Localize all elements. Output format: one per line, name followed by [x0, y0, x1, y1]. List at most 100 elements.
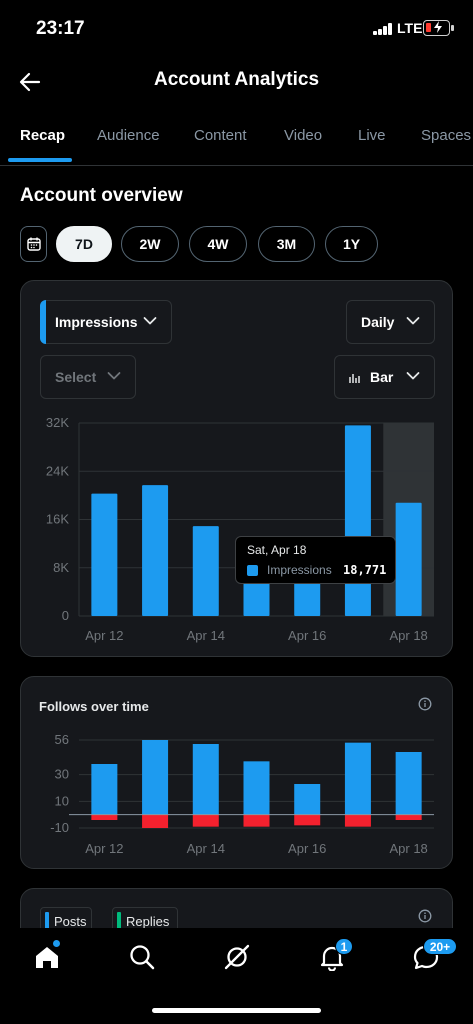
legend-posts-label: Posts	[54, 913, 87, 929]
compare-dropdown[interactable]: Select	[40, 355, 136, 399]
x-tick-label: Apr 14	[187, 628, 225, 643]
active-tab-indicator	[8, 158, 72, 162]
interval-dropdown[interactable]: Daily	[346, 300, 435, 344]
app-header: Account Analytics	[0, 56, 473, 108]
bar-follows-gained	[395, 752, 422, 815]
info-icon[interactable]	[418, 697, 432, 711]
calendar-button[interactable]	[20, 226, 47, 262]
bar-follows-lost	[395, 814, 422, 820]
page-title: Account Analytics	[153, 69, 320, 90]
y-tick-label: 16K	[46, 512, 69, 527]
bar-impressions	[344, 425, 371, 616]
y-tick-label: 32K	[46, 415, 69, 430]
range-4w[interactable]: 4W	[189, 226, 247, 262]
tooltip-swatch	[247, 565, 258, 576]
grok-icon	[224, 944, 250, 970]
chevron-down-icon	[143, 317, 157, 325]
nav-search[interactable]	[125, 940, 159, 974]
nav-grok[interactable]	[220, 940, 254, 974]
range-2w[interactable]: 2W	[121, 226, 179, 262]
y-tick-label: -10	[50, 820, 69, 835]
tooltip-value: 18,771	[343, 563, 387, 577]
back-button[interactable]	[14, 66, 46, 98]
section-title: Account overview	[20, 185, 183, 206]
tooltip-date: Sat, Apr 18	[247, 543, 307, 557]
x-tick-label: Apr 12	[85, 628, 123, 643]
bar-impressions	[91, 493, 118, 616]
bar-follows-gained	[91, 764, 118, 815]
impressions-chart: 0 8K 16K 24K 32K Apr 12 Apr 14 Apr 16 Apr 18	[46, 415, 434, 643]
x-tick-label: Apr 16	[288, 841, 326, 856]
range-3m[interactable]: 3M	[258, 226, 315, 262]
bar-follows-lost	[192, 814, 219, 827]
chevron-down-icon	[107, 372, 121, 380]
impressions-card: Impressions Daily Select Bar 0 8K 16K 24K 32…	[20, 280, 453, 657]
legend-replies-label: Replies	[126, 913, 170, 929]
bar-follows-gained	[192, 744, 219, 815]
bar-follows-lost	[91, 814, 118, 820]
x-tick-label: Apr 14	[187, 841, 225, 856]
compare-dropdown-label: Select	[55, 369, 97, 385]
status-time: 23:17	[36, 18, 85, 39]
chart-type-dropdown[interactable]: Bar	[334, 355, 435, 399]
follows-card: Follows over time -10 10 30 56 Apr 12 Apr 14 A…	[20, 676, 453, 869]
metric-color-indicator	[40, 300, 46, 344]
posts-color-indicator	[45, 912, 49, 930]
bottom-nav: 1 20+	[0, 928, 473, 1024]
y-tick-label: 24K	[46, 463, 69, 478]
interval-dropdown-label: Daily	[361, 314, 395, 330]
y-tick-label: 10	[55, 793, 69, 808]
messages-icon	[413, 945, 439, 970]
chart-type-label: Bar	[370, 369, 394, 385]
analytics-tabs: Recap Audience Content Video Live Spaces	[0, 116, 473, 166]
y-tick-label: 56	[55, 732, 69, 747]
bar-follows-gained	[344, 742, 371, 815]
calendar-icon	[26, 237, 41, 251]
home-icon	[36, 947, 58, 968]
follows-chart: -10 10 30 56 Apr 12 Apr 14 Apr 16 Apr 18	[50, 732, 434, 856]
tab-audience[interactable]: Audience	[97, 127, 160, 144]
info-icon[interactable]	[418, 909, 432, 923]
y-tick-label: 0	[62, 608, 69, 623]
nav-messages[interactable]: 20+	[409, 938, 457, 974]
nav-home[interactable]	[30, 940, 64, 974]
chevron-down-icon	[406, 372, 420, 380]
chart-tooltip: Sat, Apr 18 Impressions 18,771	[235, 536, 396, 584]
bar-follows-gained	[243, 761, 270, 815]
back-arrow-icon	[19, 72, 41, 92]
tab-live[interactable]: Live	[358, 127, 386, 144]
signal-icon	[373, 23, 393, 35]
tab-video[interactable]: Video	[284, 127, 323, 144]
notifications-badge: 1	[335, 938, 353, 955]
tab-spaces[interactable]: Spaces	[421, 127, 472, 144]
range-7d[interactable]: 7D	[56, 226, 112, 262]
status-bar: 23:17 LTE	[0, 0, 473, 56]
tooltip-label: Impressions	[267, 563, 332, 577]
replies-color-indicator	[117, 912, 121, 930]
bar-impressions	[142, 485, 169, 616]
bar-follows-lost	[344, 814, 371, 827]
range-1y[interactable]: 1Y	[325, 226, 378, 262]
search-icon	[130, 945, 155, 970]
x-tick-label: Apr 12	[85, 841, 123, 856]
metric-dropdown-label: Impressions	[55, 314, 138, 330]
bar-impressions	[192, 526, 219, 616]
bar-impressions	[294, 579, 321, 616]
chevron-down-icon	[406, 317, 420, 325]
y-tick-label: 30	[55, 767, 69, 782]
bar-follows-lost	[142, 814, 169, 828]
nav-notifications[interactable]: 1	[315, 938, 353, 974]
home-indicator	[152, 1008, 321, 1013]
tab-content[interactable]: Content	[194, 127, 247, 144]
bar-follows-lost	[243, 814, 270, 827]
bar-follows-gained	[294, 784, 321, 815]
network-label: LTE	[397, 20, 423, 36]
bar-impressions	[395, 502, 422, 616]
x-tick-label: Apr 18	[389, 841, 427, 856]
x-tick-label: Apr 16	[288, 628, 326, 643]
tab-recap[interactable]: Recap	[20, 127, 66, 144]
battery-icon	[423, 20, 454, 36]
follows-card-title: Follows over time	[39, 699, 149, 714]
bar-impressions	[243, 573, 270, 616]
metric-dropdown[interactable]: Impressions	[40, 300, 172, 344]
